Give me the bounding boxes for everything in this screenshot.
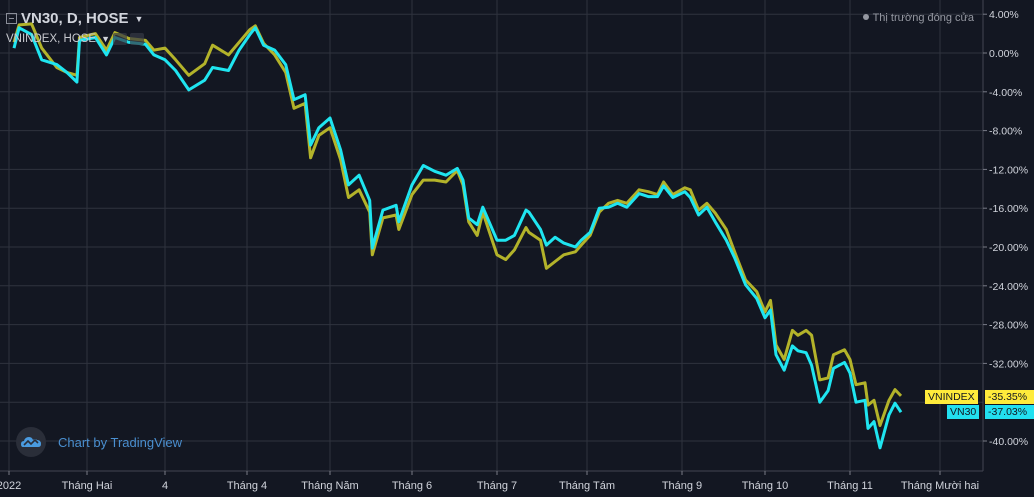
x-tick-label: Tháng Hai [62,480,113,492]
x-tick-label: Tháng 4 [227,480,267,492]
y-tick-label: -12.00% [989,164,1028,176]
symbol-title[interactable]: VN30, D, HOSE [21,10,129,27]
y-tick-label: -24.00% [989,281,1028,293]
collapse-legend-icon[interactable] [6,13,17,24]
x-tick-label: Tháng 6 [392,480,432,492]
settings-icon[interactable] [113,33,128,45]
chevron-down-icon[interactable]: ▼ [134,13,144,24]
vn30-name-tag: VN30 [947,405,980,419]
y-tick-label: -8.00% [989,126,1022,138]
chevron-down-icon[interactable]: ▼ [101,34,111,44]
x-tick-label: Tháng Năm [301,480,358,492]
y-tick-label: -16.00% [989,203,1028,215]
x-tick-label: Tháng 7 [477,480,517,492]
main-series-legend[interactable]: VN30, D, HOSE ▼ [6,10,143,27]
tradingview-cloud-icon [16,427,46,457]
y-tick-label: 0.00% [989,48,1019,60]
y-tick-label: -28.00% [989,320,1028,332]
vnindex-name-tag: VNINDEX [925,390,978,404]
x-tick-label: Tháng 11 [827,480,873,492]
branding-text[interactable]: Chart by TradingView [58,434,183,450]
y-tick-label: -4.00% [989,87,1022,99]
x-tick-label: Tháng Mười hai [901,480,979,492]
x-tick-label: Tháng 9 [662,480,702,492]
y-tick-label: -20.00% [989,242,1028,254]
close-icon[interactable] [130,33,145,45]
market-status: Thị trường đóng cửa [862,12,974,24]
x-tick-label: 2022 [0,480,21,492]
x-tick-label: Tháng 10 [742,480,788,492]
series-line-vn30 [12,26,903,450]
vn30-last-value: -37.03% [985,405,1034,419]
time-axis[interactable]: 2022 Tháng Hai 4 Tháng 4 Tháng Năm Tháng 6 Thá… [0,471,979,492]
x-tick-label: 4 [162,480,168,492]
grid [0,0,983,471]
price-axis[interactable]: 4.00% 0.00% -4.00% -8.00% -12.00% -16.00% -20.… [983,9,1028,448]
series-line-vnindex [12,22,903,427]
y-tick-label: -40.00% [989,436,1028,448]
vnindex-last-value: -35.35% [985,390,1034,404]
compare-series-legend[interactable]: VNINDEX, HOSE ▼ [6,33,145,45]
tradingview-branding[interactable]: Chart by TradingView [16,427,182,457]
status-dot-icon [862,14,869,20]
series-lines [12,22,903,450]
y-tick-label: -32.00% [989,358,1028,370]
x-tick-label: Tháng Tám [559,480,615,492]
market-status-text: Thị trường đóng cửa [872,12,974,24]
y-tick-label: 4.00% [989,9,1019,21]
compare-symbol-label[interactable]: VNINDEX, HOSE [6,33,97,45]
